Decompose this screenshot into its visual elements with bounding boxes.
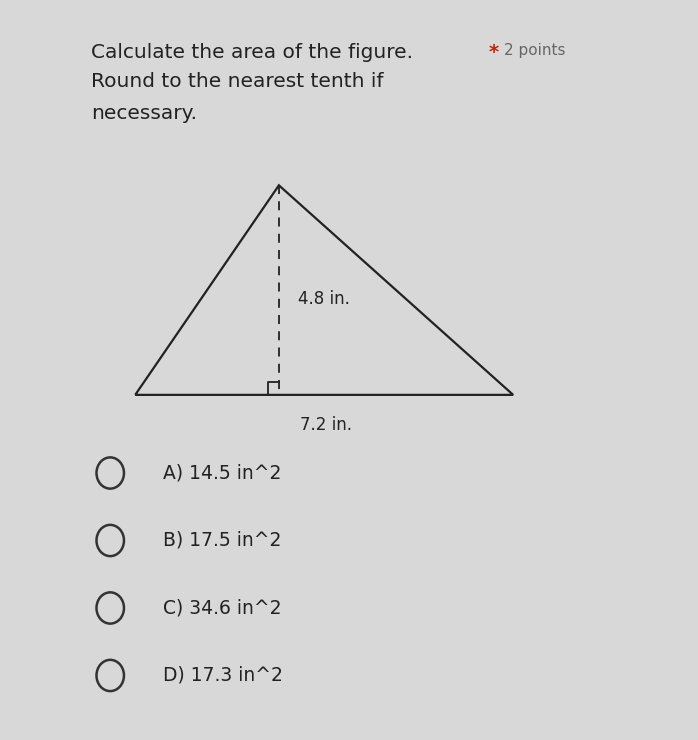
Text: 2 points: 2 points	[504, 43, 565, 58]
Text: Calculate the area of the figure.: Calculate the area of the figure.	[91, 43, 413, 62]
Text: necessary.: necessary.	[91, 104, 198, 123]
Text: 7.2 in.: 7.2 in.	[299, 416, 352, 434]
Text: *: *	[488, 43, 498, 62]
Text: 4.8 in.: 4.8 in.	[297, 290, 350, 308]
Text: D) 17.3 in^2: D) 17.3 in^2	[163, 666, 283, 685]
Text: B) 17.5 in^2: B) 17.5 in^2	[163, 531, 282, 550]
Text: A) 14.5 in^2: A) 14.5 in^2	[163, 463, 282, 482]
Text: C) 34.6 in^2: C) 34.6 in^2	[163, 599, 282, 617]
Text: Round to the nearest tenth if: Round to the nearest tenth if	[91, 72, 384, 90]
